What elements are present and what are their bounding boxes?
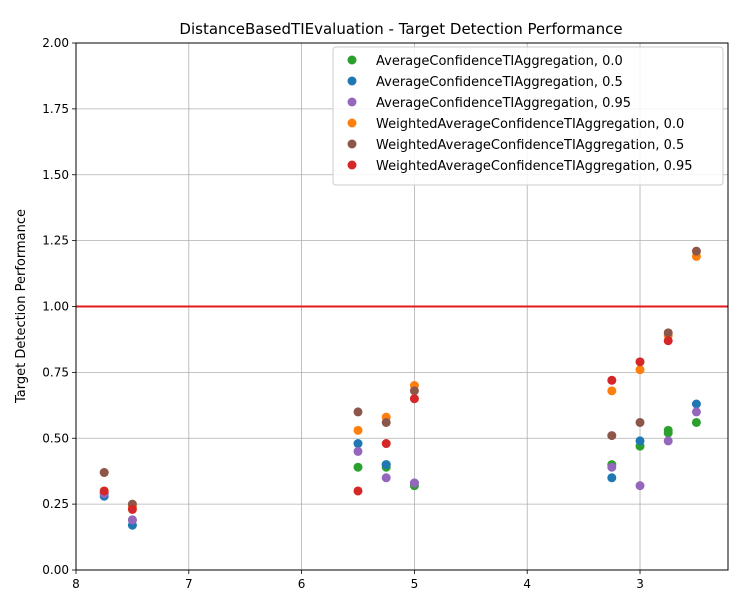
y-tick-label: 1.25 xyxy=(42,234,69,248)
legend-marker xyxy=(347,76,357,86)
x-tick-label: 8 xyxy=(72,577,80,591)
data-point-series-5 xyxy=(127,504,137,514)
data-point-series-2 xyxy=(127,515,137,525)
data-point-series-5 xyxy=(607,375,617,385)
x-axis-ticks: 8 7 6 5 4 3 xyxy=(72,570,644,591)
data-point-series-5 xyxy=(381,439,391,449)
data-point-series-2 xyxy=(353,446,363,456)
chart-title: DistanceBasedTIEvaluation - Target Detec… xyxy=(179,20,622,38)
y-tick-label: 0.50 xyxy=(42,431,69,445)
data-point-series-4 xyxy=(635,417,645,427)
data-point-series-5 xyxy=(663,336,673,346)
legend-entry-label: WeightedAverageConfidenceTIAggregation, … xyxy=(376,117,684,132)
x-tick-label: 3 xyxy=(636,577,644,591)
data-point-series-1 xyxy=(381,460,391,470)
data-point-series-4 xyxy=(691,246,701,256)
data-point-series-5 xyxy=(353,486,363,496)
data-point-series-1 xyxy=(607,473,617,483)
y-tick-label: 0.25 xyxy=(42,497,69,511)
data-point-series-1 xyxy=(691,399,701,409)
y-tick-label: 1.50 xyxy=(42,168,69,182)
data-point-series-5 xyxy=(99,486,109,496)
data-point-series-2 xyxy=(409,478,419,488)
y-tick-label: 2.00 xyxy=(42,36,69,50)
data-point-series-2 xyxy=(635,481,645,491)
legend-marker xyxy=(347,139,357,149)
legend-marker xyxy=(347,97,357,107)
data-point-series-4 xyxy=(663,328,673,338)
x-tick-label: 4 xyxy=(523,577,531,591)
legend-marker xyxy=(347,118,357,128)
data-point-series-1 xyxy=(635,436,645,446)
data-point-series-4 xyxy=(409,386,419,396)
data-point-series-2 xyxy=(381,473,391,483)
legend-entry-label: AverageConfidenceTIAggregation, 0.0 xyxy=(376,54,623,69)
y-tick-label: 0.00 xyxy=(42,563,69,577)
data-point-series-3 xyxy=(635,365,645,375)
legend: AverageConfidenceTIAggregation, 0.0 Avera… xyxy=(332,46,724,186)
y-axis-ticks: 0.00 0.25 0.50 0.75 1.00 1.25 1.50 1.75 2.00 xyxy=(42,36,76,577)
y-tick-label: 1.00 xyxy=(42,300,69,314)
data-point-series-4 xyxy=(99,468,109,478)
legend-entry-label: WeightedAverageConfidenceTIAggregation, … xyxy=(376,138,684,153)
y-tick-label: 1.75 xyxy=(42,102,69,116)
x-tick-label: 5 xyxy=(411,577,419,591)
data-point-series-2 xyxy=(691,407,701,417)
data-point-series-0 xyxy=(353,462,363,472)
legend-entry-label: AverageConfidenceTIAggregation, 0.5 xyxy=(376,75,623,90)
data-points xyxy=(99,246,701,530)
y-axis-label: Target Detection Performance xyxy=(14,209,29,404)
legend-box xyxy=(332,46,724,186)
data-point-series-5 xyxy=(635,357,645,367)
legend-entry-label: AverageConfidenceTIAggregation, 0.95 xyxy=(376,96,631,111)
data-point-series-4 xyxy=(381,417,391,427)
data-point-series-1 xyxy=(353,439,363,449)
y-tick-label: 0.75 xyxy=(42,365,69,379)
data-point-series-0 xyxy=(663,428,673,438)
data-point-series-4 xyxy=(353,407,363,417)
data-point-series-2 xyxy=(607,462,617,472)
legend-entry-label: WeightedAverageConfidenceTIAggregation, … xyxy=(376,159,693,174)
legend-marker xyxy=(347,160,357,170)
data-point-series-2 xyxy=(663,436,673,446)
data-point-series-0 xyxy=(691,417,701,427)
legend-marker xyxy=(347,55,357,65)
data-point-series-3 xyxy=(353,425,363,435)
x-tick-label: 7 xyxy=(185,577,193,591)
data-point-series-5 xyxy=(409,394,419,404)
x-tick-label: 6 xyxy=(298,577,306,591)
data-point-series-3 xyxy=(607,386,617,396)
data-point-series-4 xyxy=(607,431,617,441)
